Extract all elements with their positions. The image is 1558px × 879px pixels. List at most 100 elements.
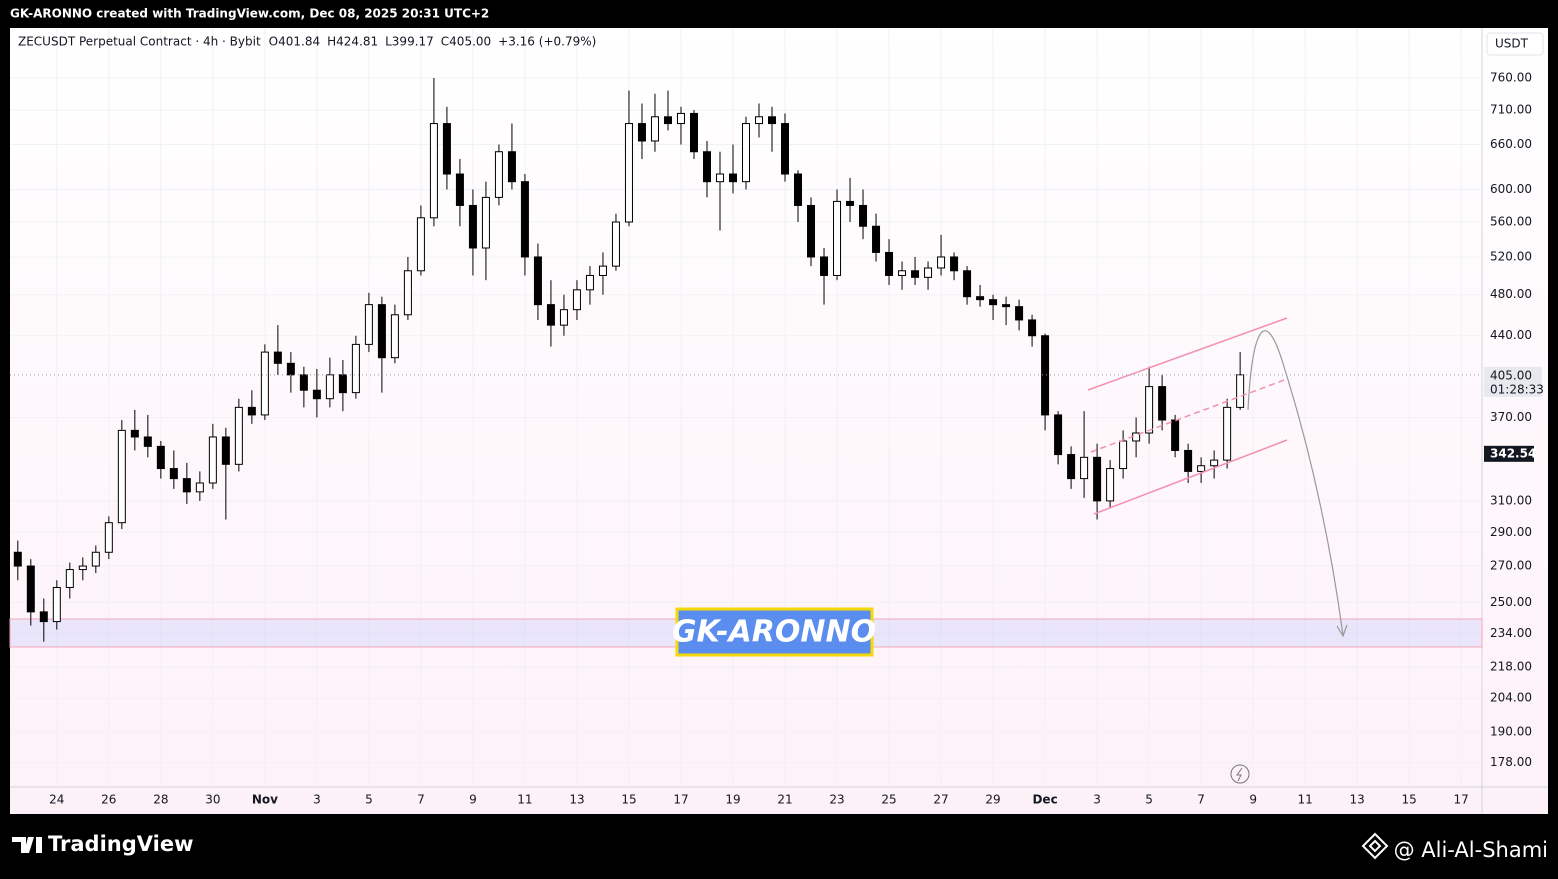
candle-body [78, 565, 87, 571]
x-tick-label: 9 [1249, 793, 1257, 807]
ohlc-label: O401.84 [269, 35, 320, 49]
candle-body [156, 445, 165, 470]
x-tick-label: 30 [205, 793, 220, 807]
candle-body [755, 116, 764, 125]
candle-body [65, 569, 74, 588]
x-tick-label: 7 [1197, 793, 1205, 807]
candle-body [442, 123, 451, 175]
candle-body [546, 304, 555, 326]
candle-body [898, 270, 907, 276]
candle-body [976, 296, 985, 301]
candle-body [221, 436, 230, 465]
channel-mid [1090, 378, 1288, 453]
x-tick-label: 5 [1145, 793, 1153, 807]
x-tick-label: 3 [313, 793, 321, 807]
y-tick-label: 250.00 [1490, 595, 1532, 609]
y-tick-label: 234.00 [1490, 626, 1532, 640]
y-tick-label: 190.00 [1490, 724, 1532, 738]
candle-body [351, 343, 360, 394]
candle-body [247, 406, 256, 416]
ohlc-label: H424.81 [327, 35, 378, 49]
currency-button[interactable] [1486, 32, 1544, 56]
grid [10, 28, 1482, 787]
zone-label: GK-ARONNO [672, 615, 876, 650]
x-tick-label: 17 [673, 793, 688, 807]
candle-body [963, 270, 972, 298]
candle-body [117, 429, 126, 524]
tv-logo [12, 837, 42, 853]
candle-body [728, 173, 737, 183]
candle-body [859, 204, 868, 227]
candle-body [364, 304, 373, 345]
candles [13, 77, 1245, 642]
footer-author: @ Ali-Al-Shami [1394, 838, 1548, 862]
chart-area [10, 28, 1548, 814]
candle-body [1119, 440, 1128, 470]
candle-body [781, 123, 790, 175]
forecast-path [1247, 330, 1344, 636]
channel-upper [1087, 317, 1288, 391]
candle-body [1067, 454, 1076, 480]
candle-body [689, 112, 698, 153]
candle-body [1197, 465, 1206, 472]
y-tick-label: 204.00 [1490, 691, 1532, 705]
candle-body [676, 112, 685, 125]
y-tick-label: 480.00 [1490, 287, 1532, 301]
candle-body [26, 565, 35, 613]
candle-body [13, 551, 22, 567]
candle-body [924, 267, 933, 278]
candle-body [742, 123, 750, 183]
y-tick-label: 310.00 [1490, 493, 1532, 507]
candle-body [1236, 374, 1245, 408]
candle-body [338, 374, 347, 394]
last-price-label: 405.00 [1490, 368, 1532, 382]
y-tick-label: 710.00 [1490, 103, 1532, 117]
candle-body [989, 299, 998, 306]
candle-body [637, 123, 646, 142]
candle-body [598, 265, 607, 276]
replay-icon[interactable] [1230, 764, 1250, 784]
x-tick-label: Nov [252, 793, 278, 807]
candle-body [1171, 419, 1180, 451]
candle-body [52, 586, 61, 623]
y-tick-label: 760.00 [1490, 70, 1532, 84]
candle-body [494, 151, 503, 198]
candle-body [1041, 335, 1050, 416]
x-tick-label: 13 [569, 793, 584, 807]
candle-body [1223, 406, 1232, 461]
candle-body [794, 173, 803, 206]
candle-body [833, 200, 842, 276]
x-tick-label: 28 [153, 793, 168, 807]
candle-body [1184, 449, 1193, 472]
candle-body [390, 314, 399, 359]
x-tick-label: 5 [365, 793, 373, 807]
candle-body [533, 256, 542, 306]
candle-body [768, 116, 777, 125]
candle-body [1106, 468, 1115, 502]
candle-body [911, 270, 920, 278]
footer-brand: TradingView [48, 832, 193, 856]
candle-body [950, 256, 959, 272]
y-tick-label: 218.00 [1490, 659, 1532, 673]
candle-body [585, 274, 594, 291]
x-tick-label: 9 [469, 793, 477, 807]
footer [0, 814, 1558, 875]
x-tick-label: Dec [1032, 793, 1057, 807]
candle-body [455, 173, 464, 206]
candle-body [715, 173, 724, 183]
candle-body [1210, 459, 1219, 467]
candle-body [234, 406, 243, 465]
candle-body [702, 151, 711, 183]
candle-body [937, 256, 946, 269]
author-icon [1361, 832, 1389, 860]
ohlc-label: C405.00 [441, 35, 491, 49]
change-label: +3.16 (+0.79%) [498, 35, 596, 49]
candle-body [559, 309, 568, 326]
candle-body [1080, 456, 1089, 480]
candle-body [1015, 306, 1024, 321]
replay-icon-bolt [1236, 767, 1243, 782]
candle-body [1028, 319, 1037, 337]
candle-body [299, 374, 308, 391]
